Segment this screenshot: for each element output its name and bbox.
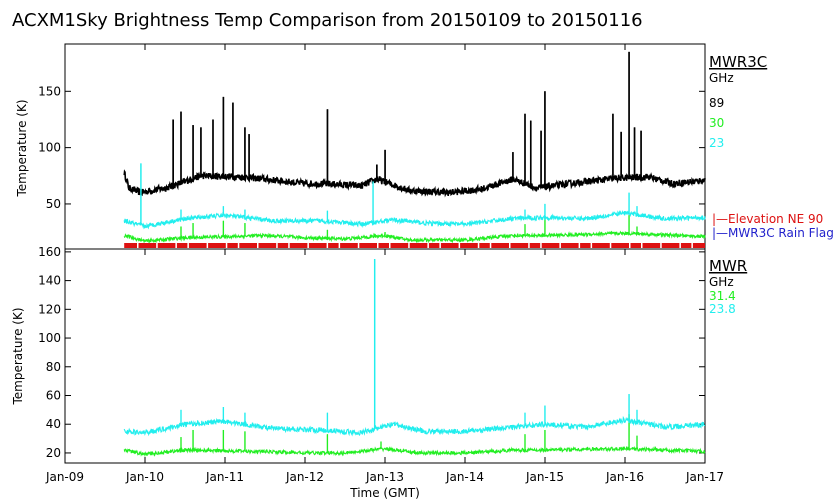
elevation-flag-gap: [257, 243, 259, 248]
elevation-flag-gap: [629, 243, 631, 248]
bottom-unit-label: GHz: [709, 275, 734, 289]
y-tick-label: 80: [46, 360, 61, 374]
elevation-flag-gap: [477, 243, 480, 248]
series-line-89: [123, 51, 706, 198]
elevation-flag-gap: [137, 243, 139, 248]
elevation-flag-gap: [225, 243, 228, 248]
bottom-panel: Temperature (K) 20 40 60 80 100 120 140 160 Jan…: [11, 44, 747, 500]
bottom-y-ticks: 20 40 60 80 100 120 140 160: [38, 245, 705, 460]
top-y-ticks: 50 100 150: [38, 84, 705, 211]
elevation-flag-gap: [156, 243, 158, 248]
elevation-flag-gap: [377, 243, 379, 248]
x-tick-label: Jan-17: [685, 470, 724, 484]
y-tick-label: 60: [46, 388, 61, 402]
top-flag-bar: [124, 243, 705, 248]
legend-entry-89: 89: [709, 96, 724, 110]
x-tick-label: Jan-13: [365, 470, 404, 484]
elevation-flag-gap: [338, 243, 341, 248]
x-axis-ticks: Jan-09 Jan-10 Jan-11 Jan-12 Jan-13 Jan-14 Jan-…: [45, 44, 724, 484]
elevation-flag-gap: [389, 243, 391, 248]
elevation-flag-gap: [237, 243, 240, 248]
elevation-flag-bar: [124, 243, 705, 248]
elevation-flag-gap: [175, 243, 177, 248]
bottom-instrument-label: MWR: [709, 257, 747, 275]
x-tick-label: Jan-16: [605, 470, 644, 484]
elevation-flag-gap: [357, 243, 360, 248]
elevation-flag-gap: [540, 243, 542, 248]
elevation-flag-gap: [187, 243, 189, 248]
x-tick-label: Jan-14: [445, 470, 484, 484]
y-tick-label: 20: [46, 446, 61, 460]
series-line-31.4: [123, 414, 706, 458]
elevation-flag-gap: [660, 243, 662, 248]
flag-legend: |—Elevation NE 90|—MWR3C Rain Flag: [712, 212, 834, 240]
top-instrument-label: MWR3C: [709, 53, 767, 71]
top-unit-label: GHz: [709, 71, 734, 85]
x-tick-label: Jan-15: [525, 470, 564, 484]
y-tick-label: 160: [38, 245, 61, 259]
elevation-flag-gap: [679, 243, 681, 248]
elevation-flag-gap: [276, 243, 278, 248]
series-line-23: [123, 163, 706, 230]
chart-title: ACXM1Sky Brightness Temp Comparison from…: [12, 10, 643, 31]
y-tick-label: 100: [38, 141, 61, 155]
elevation-flag-gap: [288, 243, 290, 248]
elevation-flag-gap: [307, 243, 309, 248]
legend-entry-23.8: 23.8: [709, 302, 736, 316]
y-tick-label: 100: [38, 331, 61, 345]
elevation-flag-gap: [489, 243, 492, 248]
elevation-flag-gap: [528, 243, 530, 248]
elevation-flag-gap: [559, 243, 561, 248]
flag-legend-entry: |—MWR3C Rain Flag: [712, 226, 834, 240]
series-line-30: [123, 215, 706, 245]
elevation-flag-gap: [691, 243, 693, 248]
elevation-flag-gap: [509, 243, 511, 248]
x-axis-label: Time (GMT): [349, 486, 420, 500]
x-tick-label: Jan-10: [125, 470, 164, 484]
y-tick-label: 140: [38, 274, 61, 288]
top-series-lines: [123, 51, 706, 245]
bottom-y-axis-label: Temperature (K): [11, 307, 25, 405]
x-tick-label: Jan-09: [45, 470, 84, 484]
elevation-flag-gap: [408, 243, 410, 248]
top-plot-frame: [64, 43, 706, 250]
y-tick-label: 40: [46, 417, 61, 431]
top-y-axis-label: Temperature (K): [15, 99, 29, 197]
x-tick-label: Jan-12: [285, 470, 324, 484]
legend-entry-30: 30: [709, 116, 724, 130]
bottom-legend: 31.423.8: [709, 289, 736, 316]
legend-entry-23: 23: [709, 136, 724, 150]
x-tick-label: Jan-11: [205, 470, 244, 484]
bottom-series-lines: [123, 259, 706, 458]
elevation-flag-gap: [609, 243, 612, 248]
elevation-flag-gap: [427, 243, 429, 248]
flag-legend-entry: |—Elevation NE 90: [712, 212, 823, 226]
elevation-flag-gap: [326, 243, 329, 248]
elevation-flag-gap: [641, 243, 643, 248]
top-legend: 89 30 23: [709, 96, 724, 150]
elevation-flag-gap: [439, 243, 441, 248]
elevation-flag-gap: [458, 243, 461, 248]
y-tick-label: 150: [38, 84, 61, 98]
elevation-flag-gap: [578, 243, 581, 248]
top-panel: Temperature (K) 50 100 150 MWR3C GHz 89 30 2…: [15, 43, 834, 250]
legend-entry-31.4: 31.4: [709, 289, 736, 303]
y-tick-label: 120: [38, 302, 61, 316]
elevation-flag-gap: [590, 243, 593, 248]
elevation-flag-gap: [206, 243, 209, 248]
y-tick-label: 50: [46, 197, 61, 211]
series-line-23.8: [123, 259, 705, 437]
